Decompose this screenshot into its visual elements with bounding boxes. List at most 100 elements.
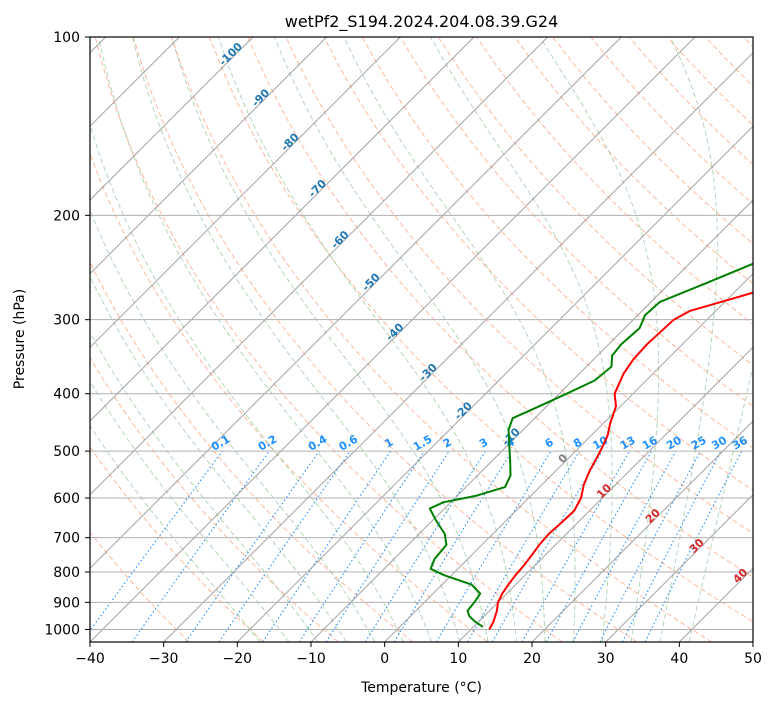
mixing-ratio-label: 0.4 bbox=[306, 432, 330, 453]
moist-adiabat-line bbox=[343, 37, 576, 642]
mixing-ratio-line bbox=[545, 450, 653, 642]
moist-adiabat-line bbox=[131, 37, 461, 642]
x-tick-label: −10 bbox=[296, 651, 326, 667]
dry-adiabat-line bbox=[285, 37, 753, 535]
mixing-ratio-label: 36 bbox=[730, 433, 750, 452]
mixing-ratio-label: 6 bbox=[543, 435, 556, 450]
mixing-ratio-label: 13 bbox=[618, 434, 638, 453]
background-lines bbox=[90, 37, 753, 642]
dry-adiabat-line bbox=[171, 37, 712, 642]
y-tick-label: 800 bbox=[53, 565, 80, 581]
mixing-ratio-line bbox=[90, 450, 223, 632]
mixing-ratio-line bbox=[218, 450, 351, 642]
x-tick-label: 50 bbox=[744, 651, 762, 667]
mixing-ratio-line bbox=[435, 450, 552, 642]
isotherm-line bbox=[384, 272, 753, 642]
moist-adiabat-line bbox=[659, 37, 718, 642]
chart-title: wetPf2_S194.2024.204.08.39.G24 bbox=[285, 12, 559, 32]
isotherm-line bbox=[90, 37, 549, 496]
isotherm-label: -50 bbox=[359, 270, 382, 293]
isotherm-line bbox=[90, 37, 401, 349]
isotherm-line bbox=[236, 125, 753, 642]
y-tick-label: 700 bbox=[53, 531, 80, 547]
isotherm-label: -60 bbox=[328, 228, 351, 251]
dry-adiabat-line bbox=[209, 37, 753, 623]
isotherm-line bbox=[457, 346, 753, 642]
dry-adiabat-line bbox=[590, 37, 753, 205]
dry-adiabat-line bbox=[94, 37, 563, 642]
isotherm-line bbox=[605, 493, 753, 642]
mixing-ratio-label: 0.6 bbox=[337, 432, 361, 453]
x-tick-label: 40 bbox=[670, 651, 688, 667]
y-tick-label: 300 bbox=[53, 313, 80, 329]
isotherm-line bbox=[90, 37, 328, 275]
temperature-profile-line bbox=[488, 291, 753, 630]
isotherm-line bbox=[531, 420, 753, 642]
y-tick-label: 400 bbox=[53, 387, 80, 403]
y-tick-label: 500 bbox=[53, 444, 80, 460]
moist-adiabat-line bbox=[90, 123, 404, 642]
y-axis-label: Pressure (hPa) bbox=[12, 289, 28, 389]
x-tick-label: 30 bbox=[597, 651, 615, 667]
mixing-ratio-label: 1.5 bbox=[411, 433, 434, 454]
isotherm-label: -40 bbox=[383, 320, 406, 343]
moist-adiabat-line bbox=[90, 275, 347, 642]
x-tick-label: 20 bbox=[523, 651, 541, 667]
dry-adiabat-line bbox=[437, 37, 753, 366]
x-tick-label: −30 bbox=[149, 651, 179, 667]
dry-adiabat-line bbox=[552, 37, 753, 245]
isotherm-line bbox=[163, 51, 753, 642]
dewpoint-profile-line bbox=[428, 262, 753, 628]
isotherm-label: -70 bbox=[306, 177, 329, 200]
moist-adiabat-line bbox=[90, 331, 319, 642]
dry-adiabat-line bbox=[514, 37, 753, 285]
mixing-ratio-line bbox=[325, 450, 450, 642]
moist-adiabat-label: 20 bbox=[643, 506, 663, 526]
dry-adiabat-line bbox=[90, 356, 339, 642]
moist-adiabat-line bbox=[430, 37, 613, 642]
x-tick-label: 10 bbox=[449, 651, 467, 667]
isotherm-label: -90 bbox=[249, 86, 272, 109]
moist-adiabat-line bbox=[688, 363, 753, 642]
mixing-ratio-label: 0.2 bbox=[256, 433, 279, 454]
moist-adiabat-line bbox=[98, 37, 432, 642]
moist-adiabat-line bbox=[539, 37, 660, 642]
moist-adiabat-line bbox=[217, 37, 517, 642]
isotherm-label: -80 bbox=[279, 130, 302, 153]
moist-adiabat-label: 40 bbox=[730, 566, 750, 586]
dry-adiabat-line bbox=[361, 37, 753, 449]
y-tick-label: 1000 bbox=[44, 622, 80, 638]
x-axis-label: Temperature (°C) bbox=[360, 680, 482, 696]
mixing-ratio-label: 30 bbox=[709, 433, 729, 452]
y-tick-label: 200 bbox=[53, 208, 80, 224]
dry-adiabat-line bbox=[399, 37, 753, 407]
x-tick-label: 0 bbox=[380, 651, 389, 667]
dry-adiabat-line bbox=[132, 37, 638, 642]
isotherm-line bbox=[90, 37, 696, 642]
dry-adiabat-line bbox=[666, 37, 753, 126]
mixing-ratio-label: 3 bbox=[477, 436, 490, 451]
moist-adiabat-line bbox=[90, 208, 376, 642]
isotherm-line bbox=[90, 37, 622, 570]
moist-adiabat-line bbox=[274, 37, 546, 642]
plot-frame bbox=[89, 36, 754, 643]
moist-adiabat-line bbox=[171, 37, 489, 642]
profiles bbox=[428, 262, 753, 630]
dry-adiabat-line bbox=[90, 531, 190, 642]
mixing-ratio-label: 25 bbox=[689, 434, 709, 453]
dry-adiabat-line bbox=[90, 446, 264, 642]
isotherm-line bbox=[90, 37, 254, 201]
x-tick-label: −40 bbox=[75, 651, 105, 667]
mixing-ratio-line bbox=[572, 450, 677, 642]
moist-adiabat-label: 30 bbox=[687, 536, 707, 556]
dry-adiabat-line bbox=[704, 37, 753, 87]
dry-adiabat-line bbox=[90, 152, 488, 642]
mixing-ratio-label: 1 bbox=[382, 436, 395, 451]
mixing-ratio-line bbox=[621, 450, 722, 642]
axes: −40 −30 −20 −10 0 10 20 30 40 5010020030040050060… bbox=[44, 30, 762, 667]
isotherm-line bbox=[310, 199, 753, 642]
mixing-ratio-label: 16 bbox=[640, 433, 660, 452]
isotherm-label: -20 bbox=[452, 399, 475, 422]
isotherm-line bbox=[752, 641, 753, 642]
mixing-ratio-line bbox=[467, 450, 580, 642]
